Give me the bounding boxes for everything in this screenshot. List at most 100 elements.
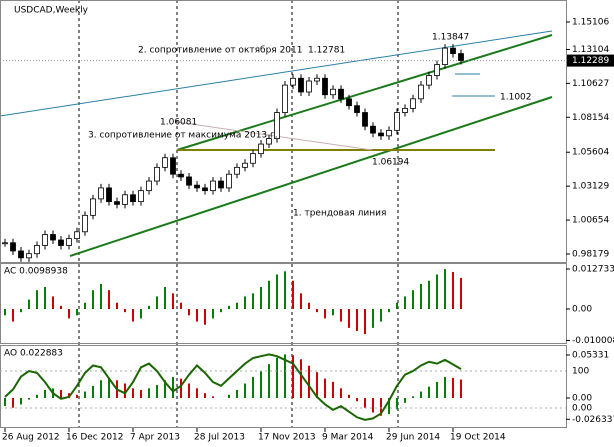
ac-title: AC 0.0098938 <box>4 267 68 277</box>
x-tick-label: 9 Mar 2014 <box>322 433 374 443</box>
y-tick-label: 1.13104 <box>572 45 609 55</box>
candle <box>242 162 248 168</box>
candle <box>50 234 56 241</box>
x-tick-label: 7 Apr 2013 <box>130 433 180 443</box>
candle <box>106 187 112 203</box>
y2-tick-label: 100 <box>572 367 589 377</box>
candle <box>2 242 8 245</box>
candle <box>114 201 120 205</box>
x-tick-label: 28 Jul 2013 <box>194 433 245 443</box>
price-label: 1.06194 <box>372 158 409 168</box>
candle <box>282 84 288 113</box>
chart-title: USDCAD,Weekly <box>14 6 89 16</box>
candle <box>34 245 40 255</box>
candle <box>450 47 456 55</box>
candle <box>130 194 136 203</box>
x-tick-label: 16 Dec 2012 <box>66 433 124 443</box>
candle <box>42 234 48 246</box>
candle <box>26 253 32 259</box>
x-tick-label: 17 Nov 2013 <box>258 433 316 443</box>
candle <box>66 238 72 246</box>
candle <box>402 108 408 113</box>
candle <box>218 180 224 189</box>
last-price-box <box>567 54 614 67</box>
y-tick-label: 1.03129 <box>572 182 609 192</box>
x-tick-label: 19 Oct 2014 <box>450 433 506 443</box>
candle <box>370 125 376 134</box>
candle <box>426 75 432 86</box>
candle <box>194 184 200 189</box>
x-tick-label: 29 Jun 2014 <box>386 433 440 443</box>
resistance-line <box>0 30 553 117</box>
candle <box>18 250 24 259</box>
candle <box>98 187 104 200</box>
candle <box>210 180 216 192</box>
candle <box>458 53 464 61</box>
annotation: 3. сопротивление от максимума 2013 г. <box>88 131 278 141</box>
candle <box>362 112 368 127</box>
annotation: 1. трендовая линия <box>293 209 386 219</box>
candle <box>122 194 128 205</box>
price-label: 1.13847 <box>432 33 469 43</box>
candle <box>354 105 360 113</box>
candle <box>170 157 176 175</box>
candle <box>266 138 272 145</box>
candle <box>138 190 144 203</box>
candle <box>226 173 232 189</box>
y-tick-label: 1.10627 <box>572 79 609 89</box>
x-tick-label: 26 Aug 2012 <box>2 433 60 443</box>
y2-tick-label: 0.00 <box>572 404 592 414</box>
candle <box>90 198 96 216</box>
candle <box>258 143 264 155</box>
candle <box>442 47 448 65</box>
candle <box>146 180 152 192</box>
y-tick-label: 0.00 <box>572 305 592 315</box>
candle <box>202 187 208 192</box>
candle <box>338 88 344 100</box>
ao-title: AO 0.022883 <box>4 349 63 359</box>
candle <box>386 129 392 137</box>
panel-frames <box>0 0 567 428</box>
candle <box>394 112 400 131</box>
price-label: 1.1002 <box>500 93 532 103</box>
price-label: 1.12781 <box>308 46 345 56</box>
ac-panel <box>0 263 567 344</box>
candle <box>82 214 88 233</box>
candle <box>154 166 160 182</box>
annotation: 2. сопротивление от октября 2011 <box>138 46 302 56</box>
candle <box>298 77 304 93</box>
candle <box>434 64 440 76</box>
candle <box>330 88 336 96</box>
candle <box>378 132 384 137</box>
candle <box>250 153 256 164</box>
candle <box>186 176 192 186</box>
candle <box>314 77 320 82</box>
candle <box>74 231 80 240</box>
oscillator-line <box>4 353 462 421</box>
candle <box>418 84 424 100</box>
y-tick-label: 0.00 <box>572 394 592 404</box>
last-price-label: 1.12289 <box>572 56 609 66</box>
y-tick-label: 0.012733 <box>572 265 614 275</box>
candle <box>410 98 416 109</box>
candle <box>346 98 352 107</box>
y-tick-label: -0.026337 <box>572 415 614 425</box>
price-label: 1.06081 <box>160 118 197 128</box>
trend-lines <box>0 30 553 257</box>
candle <box>274 112 280 139</box>
candle <box>10 242 16 252</box>
candle <box>290 77 296 86</box>
y-tick-label: 1.15106 <box>572 17 609 27</box>
y-tick-label: 1.00654 <box>572 216 609 226</box>
y-tick-label: 0.98179 <box>572 249 609 259</box>
y-tick-label: 1.05604 <box>572 148 609 158</box>
y-tick-label: 0.05331 <box>572 350 609 360</box>
candle <box>58 239 64 246</box>
candle <box>162 157 168 168</box>
y-tick-label: -0.010008 <box>572 336 614 346</box>
candle <box>322 77 328 96</box>
y-tick-label: 1.08154 <box>572 113 609 123</box>
ao-panel <box>0 345 567 428</box>
